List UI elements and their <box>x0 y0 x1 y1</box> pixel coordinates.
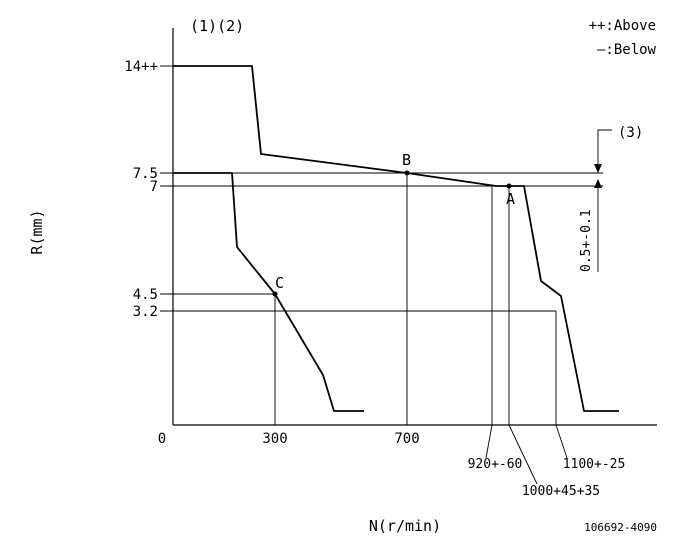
y-axis-title: R(mm) <box>28 209 46 254</box>
point-C <box>272 291 278 297</box>
y-tick-label: 7.5 <box>133 166 158 182</box>
x-bottom-label: 920+-60 <box>468 457 523 472</box>
series-line-1 <box>173 65 619 412</box>
x-tick-label: 700 <box>394 431 419 447</box>
x-bottom-label: 1000+45+35 <box>522 484 600 499</box>
y-tick-label: 4.5 <box>133 287 158 303</box>
side-dimension-label: 0.5+-0.1 <box>579 209 594 272</box>
note-label: (3) <box>618 125 643 141</box>
series-line-2 <box>173 172 364 412</box>
x-leader-line <box>485 424 493 459</box>
y-tick-label: 3.2 <box>133 304 158 320</box>
legend-below: —:Below <box>597 42 657 58</box>
tick-labels: 14++ 7.57 4.53.2 0 300 700 920+-60 1000+45+35 11… <box>124 59 625 499</box>
point-label-A: A <box>506 190 515 208</box>
footer-code: 106692-4090 <box>584 521 657 534</box>
marks-group: A B C <box>272 151 515 297</box>
x-leader-line <box>508 424 538 485</box>
legend-above: ++:Above <box>589 18 656 34</box>
point-A <box>506 183 512 189</box>
x-tick-label: 300 <box>262 431 287 447</box>
point-label-C: C <box>275 274 284 292</box>
guide-lines <box>160 172 603 425</box>
x-tick-label: 0 <box>158 431 166 447</box>
x-leader-line <box>555 424 568 459</box>
point-B <box>404 170 410 176</box>
y-tick-label: 7 <box>150 179 158 195</box>
x-axis-title: N(r/min) <box>369 517 441 535</box>
point-label-B: B <box>402 151 411 169</box>
dimension-annotation: 0.5+-0.1 <box>579 129 612 272</box>
y-tick-label: 14++ <box>124 59 158 75</box>
x-bottom-label: 1100+-25 <box>563 457 626 472</box>
header-label: (1)(2) <box>190 17 244 35</box>
series-group <box>173 65 619 412</box>
